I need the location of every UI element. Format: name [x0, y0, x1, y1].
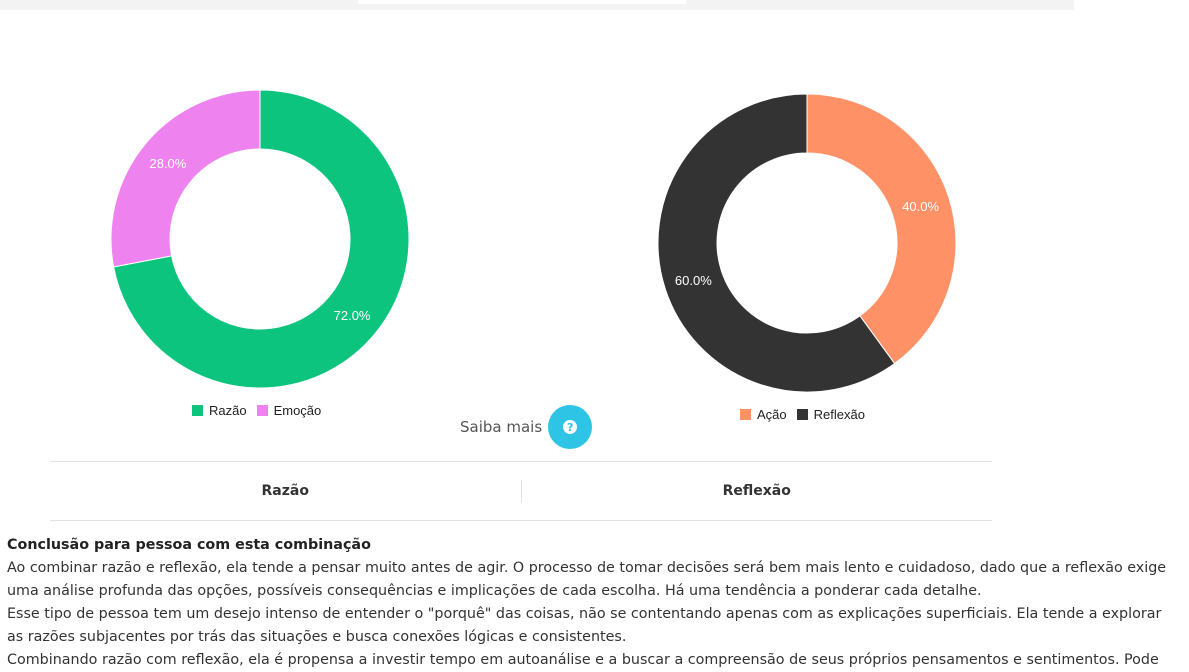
slice-razao[interactable] [113, 89, 410, 389]
legend-swatch-reflexao [796, 409, 808, 420]
top-bar-active-tab [358, 0, 686, 4]
tab-razao[interactable]: Razão [261, 483, 309, 499]
tab-divider [520, 480, 522, 502]
tab-reflexao[interactable]: Reflexão [722, 483, 791, 499]
conclusion-title: Conclusão para pessoa com esta combinaçã… [7, 537, 371, 553]
legend-label-reflexao: Reflexão [813, 407, 865, 422]
slice-label-reflexao: 60.0% [675, 273, 712, 288]
saiba-mais-label: Saiba mais [460, 418, 543, 436]
saiba-mais: Saiba mais ? [460, 405, 593, 449]
slice-label-acao: 40.0% [902, 199, 939, 214]
legend-item-emocao[interactable]: Emoção [256, 403, 322, 418]
slice-label-emocao: 28.0% [149, 156, 186, 171]
razao-emocao-donut-chart: 72.0% 28.0% [110, 89, 410, 389]
legend-swatch-emocao [256, 405, 268, 416]
slice-reflexao[interactable] [657, 93, 896, 393]
legend-label-emocao: Emoção [273, 403, 322, 418]
legend-label-razao: Razão [209, 403, 247, 418]
razao-emocao-legend: Razão Emoção [192, 403, 321, 418]
legend-item-reflexao[interactable]: Reflexão [796, 407, 865, 422]
conclusion-paragraph-2: Esse tipo de pessoa tem um desejo intens… [7, 606, 1162, 645]
question-icon: ? [563, 420, 578, 434]
slice-label-razao: 72.0% [334, 308, 371, 323]
result-tabs: Razão Reflexão [50, 461, 992, 521]
acao-reflexao-donut-svg: 40.0% 60.0% [657, 93, 957, 393]
help-button[interactable]: ? [548, 405, 593, 449]
acao-reflexao-legend: Ação Reflexão [740, 407, 865, 422]
legend-item-acao[interactable]: Ação [740, 407, 787, 422]
acao-reflexao-donut-chart: 40.0% 60.0% [657, 93, 957, 393]
conclusion-section: Conclusão para pessoa com esta combinaçã… [7, 534, 1177, 672]
slice-emocao[interactable] [110, 89, 261, 268]
legend-label-acao: Ação [757, 407, 787, 422]
legend-item-razao[interactable]: Razão [192, 403, 247, 418]
razao-emocao-donut-svg: 72.0% 28.0% [110, 89, 410, 389]
conclusion-paragraph-3: Combinando razão com reflexão, ela é pro… [7, 652, 1159, 668]
legend-swatch-razao [192, 405, 203, 416]
slice-acao[interactable] [806, 93, 957, 365]
conclusion-paragraph-1: Ao combinar razão e reflexão, ela tende … [7, 560, 1167, 599]
legend-swatch-acao [740, 409, 751, 420]
top-bar [0, 0, 1074, 10]
